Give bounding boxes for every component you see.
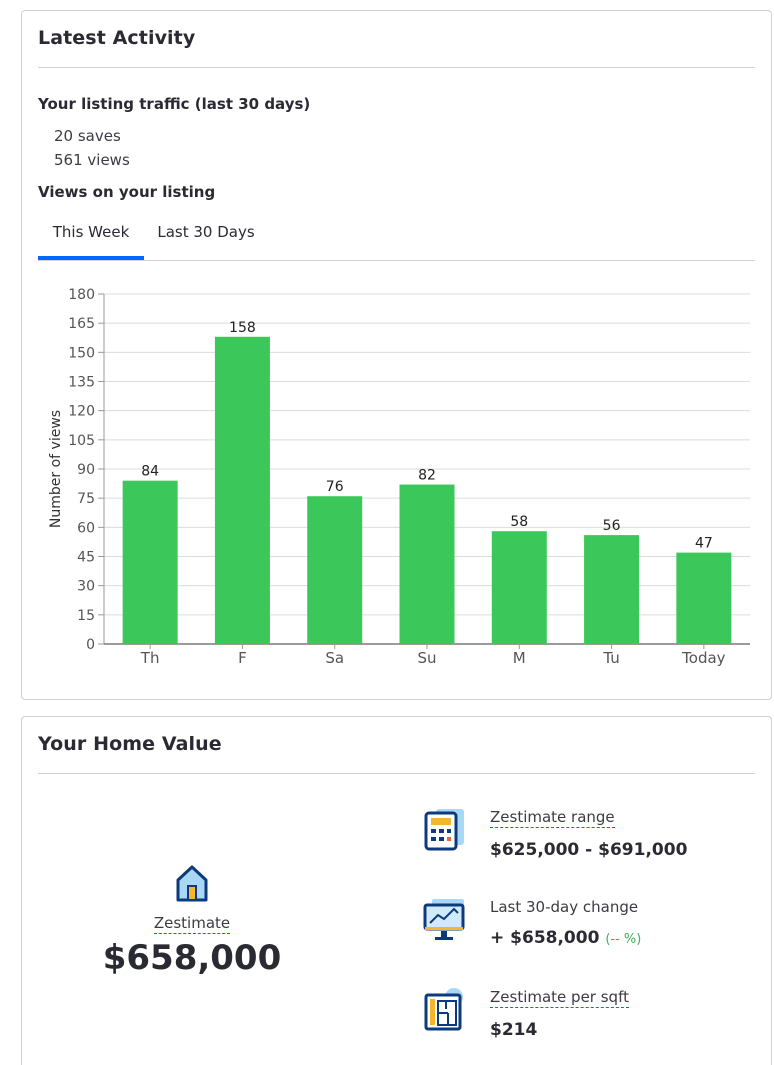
- bar-value-label: 158: [229, 320, 256, 336]
- title-divider: [38, 67, 755, 68]
- y-tick-label: 135: [68, 375, 95, 391]
- views-tabs: This Week Last 30 Days: [38, 211, 755, 261]
- zestimate-range-label[interactable]: Zestimate range: [490, 808, 615, 828]
- zestimate-value: $658,000: [102, 938, 282, 978]
- y-tick-label: 90: [77, 462, 95, 478]
- bar-m: [491, 531, 547, 644]
- monitor-chart-icon: [423, 899, 465, 940]
- bar-value-label: 47: [695, 536, 713, 552]
- latest-activity-title: Latest Activity: [38, 27, 196, 49]
- floorplan-icon: [424, 988, 463, 1031]
- last-30-day-change-percent: (-- %): [605, 932, 642, 947]
- last-30-day-change-label: Last 30-day change: [490, 898, 639, 916]
- bar-sa: [307, 496, 363, 644]
- x-tick-label: Today: [681, 649, 726, 667]
- listing-traffic-heading: Your listing traffic (last 30 days): [38, 95, 311, 113]
- y-tick-label: 165: [68, 316, 95, 332]
- home-value-title: Your Home Value: [38, 733, 222, 755]
- y-tick-label: 60: [77, 520, 95, 536]
- saves-count: 20 saves: [54, 127, 121, 145]
- y-tick-label: 120: [68, 404, 95, 420]
- y-tick-label: 30: [77, 579, 95, 595]
- home-value-card: Your Home Value Zestimate $658,000 Zesti…: [21, 716, 772, 1065]
- last-30-day-change-value: + $658,000: [490, 928, 600, 948]
- zestimate-block: Zestimate $658,000: [82, 862, 302, 978]
- x-tick-label: F: [238, 649, 247, 667]
- x-tick-label: Th: [140, 649, 160, 667]
- y-tick-label: 0: [86, 637, 95, 653]
- bar-value-label: 84: [141, 464, 159, 480]
- bar-value-label: 58: [510, 514, 528, 530]
- tab-this-week[interactable]: This Week: [38, 211, 144, 260]
- tab-last-30-days[interactable]: Last 30 Days: [157, 223, 255, 241]
- latest-activity-card: Latest Activity Your listing traffic (la…: [21, 10, 772, 700]
- home-value-divider: [38, 773, 755, 774]
- y-axis-label: Number of views: [48, 410, 64, 528]
- x-tick-label: Sa: [325, 649, 344, 667]
- bar-value-label: 76: [326, 479, 344, 495]
- x-tick-label: M: [513, 649, 526, 667]
- zestimate-per-sqft-value: $214: [490, 1020, 538, 1040]
- y-tick-label: 15: [77, 608, 95, 624]
- y-tick-label: 150: [68, 345, 95, 361]
- bar-value-label: 56: [603, 518, 621, 534]
- y-tick-label: 45: [77, 550, 95, 566]
- bar-value-label: 82: [418, 468, 436, 484]
- y-tick-label: 105: [68, 433, 95, 449]
- zestimate-label[interactable]: Zestimate: [153, 914, 231, 934]
- bar-th: [122, 480, 178, 644]
- views-bar-chart: 0 15 30 45 60 75 90 105 120 135 150 165 180 Number of…: [48, 287, 750, 667]
- zestimate-per-sqft-label[interactable]: Zestimate per sqft: [490, 988, 629, 1008]
- bar-f: [214, 336, 270, 644]
- views-heading: Views on your listing: [38, 183, 216, 201]
- bar-su: [399, 484, 455, 644]
- y-tick-label: 75: [77, 491, 95, 507]
- bar-today: [676, 552, 732, 644]
- house-icon: [176, 865, 208, 902]
- y-tick-label: 180: [68, 287, 95, 303]
- x-tick-label: Su: [417, 649, 436, 667]
- calculator-icon: [424, 809, 464, 851]
- views-count: 561 views: [54, 151, 130, 169]
- x-tick-label: Tu: [602, 649, 619, 667]
- zestimate-range-value: $625,000 - $691,000: [490, 840, 688, 860]
- bar-tu: [584, 535, 640, 644]
